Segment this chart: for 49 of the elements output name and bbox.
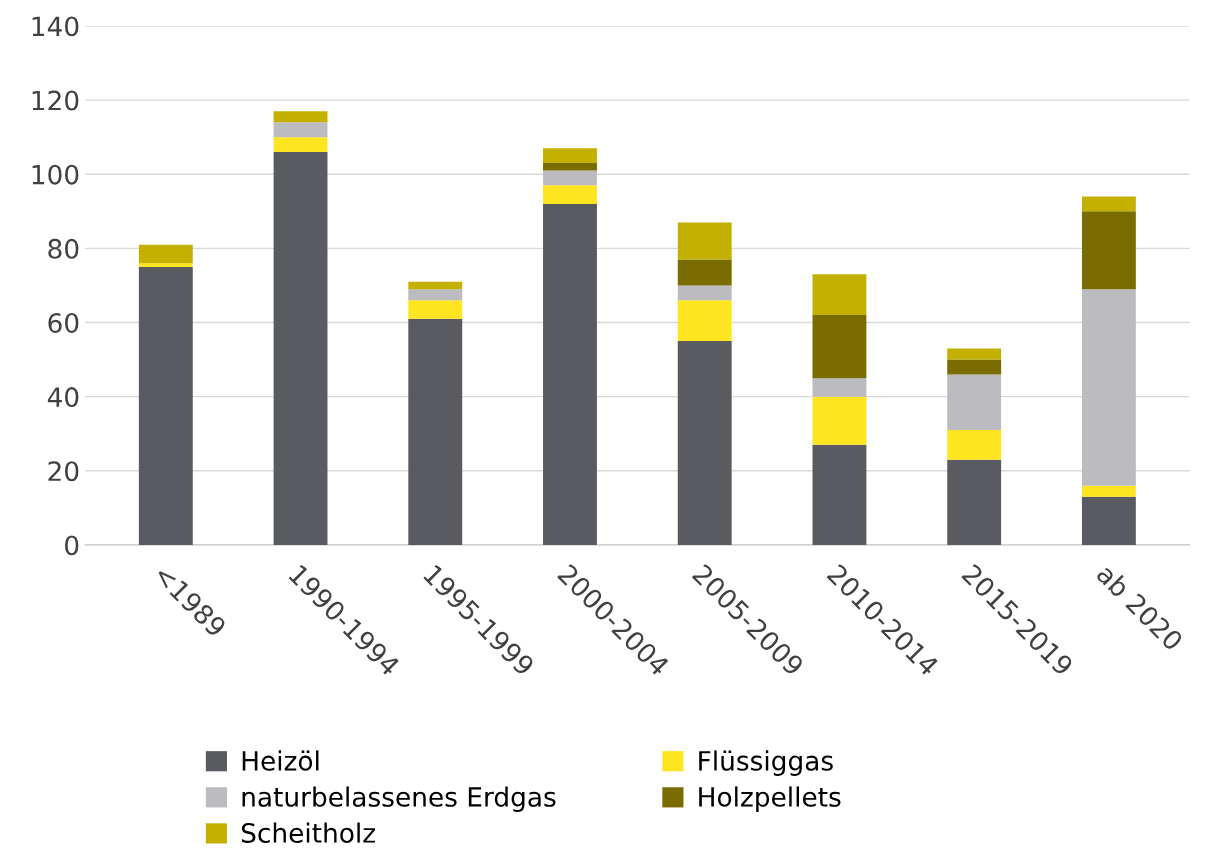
y-tick-label: 80 [48, 238, 79, 259]
y-tick-label: 0 [65, 535, 79, 556]
legend-label: Scheitholz [241, 822, 375, 843]
bar [947, 459, 1002, 545]
y-tick-label: 100 [32, 164, 79, 185]
bar [677, 300, 732, 342]
bar [273, 122, 328, 138]
legend-label: Flüssiggas [699, 750, 833, 776]
legend-label: Holzpellets [699, 786, 841, 812]
bar [273, 151, 328, 545]
bar [677, 259, 732, 286]
bar [812, 396, 867, 445]
bar [947, 374, 1002, 431]
legend-label: naturbelassenes Erdgas [242, 786, 556, 812]
bar [408, 318, 463, 545]
y-tick-label: 60 [48, 312, 79, 333]
bar [543, 203, 597, 545]
bar [947, 359, 1002, 375]
legend-label: Heizöl [242, 750, 319, 771]
bar [273, 137, 328, 152]
bar [677, 222, 732, 260]
bar [138, 263, 193, 267]
bar [812, 274, 867, 316]
y-tick-label: 20 [48, 461, 79, 482]
y-tick-label: 140 [32, 16, 79, 37]
bar [677, 285, 732, 301]
bar [273, 111, 328, 123]
bar [408, 281, 463, 290]
bar [677, 341, 732, 545]
bar [408, 300, 463, 319]
bar [1081, 196, 1136, 212]
bar [138, 244, 193, 264]
bar [947, 430, 1002, 460]
bar [543, 170, 597, 186]
bar [812, 378, 867, 397]
bar [543, 163, 597, 171]
bar [408, 289, 463, 301]
bar [812, 444, 867, 545]
y-tick-label: 40 [47, 387, 79, 408]
bar [543, 185, 597, 204]
y-tick-label: 120 [32, 90, 79, 111]
bar [1081, 211, 1136, 290]
bar [543, 148, 597, 164]
bar [1081, 485, 1136, 497]
bar [138, 266, 193, 545]
bar [947, 348, 1002, 360]
bar [1081, 496, 1136, 545]
bar [1081, 289, 1136, 486]
bar [812, 315, 867, 379]
